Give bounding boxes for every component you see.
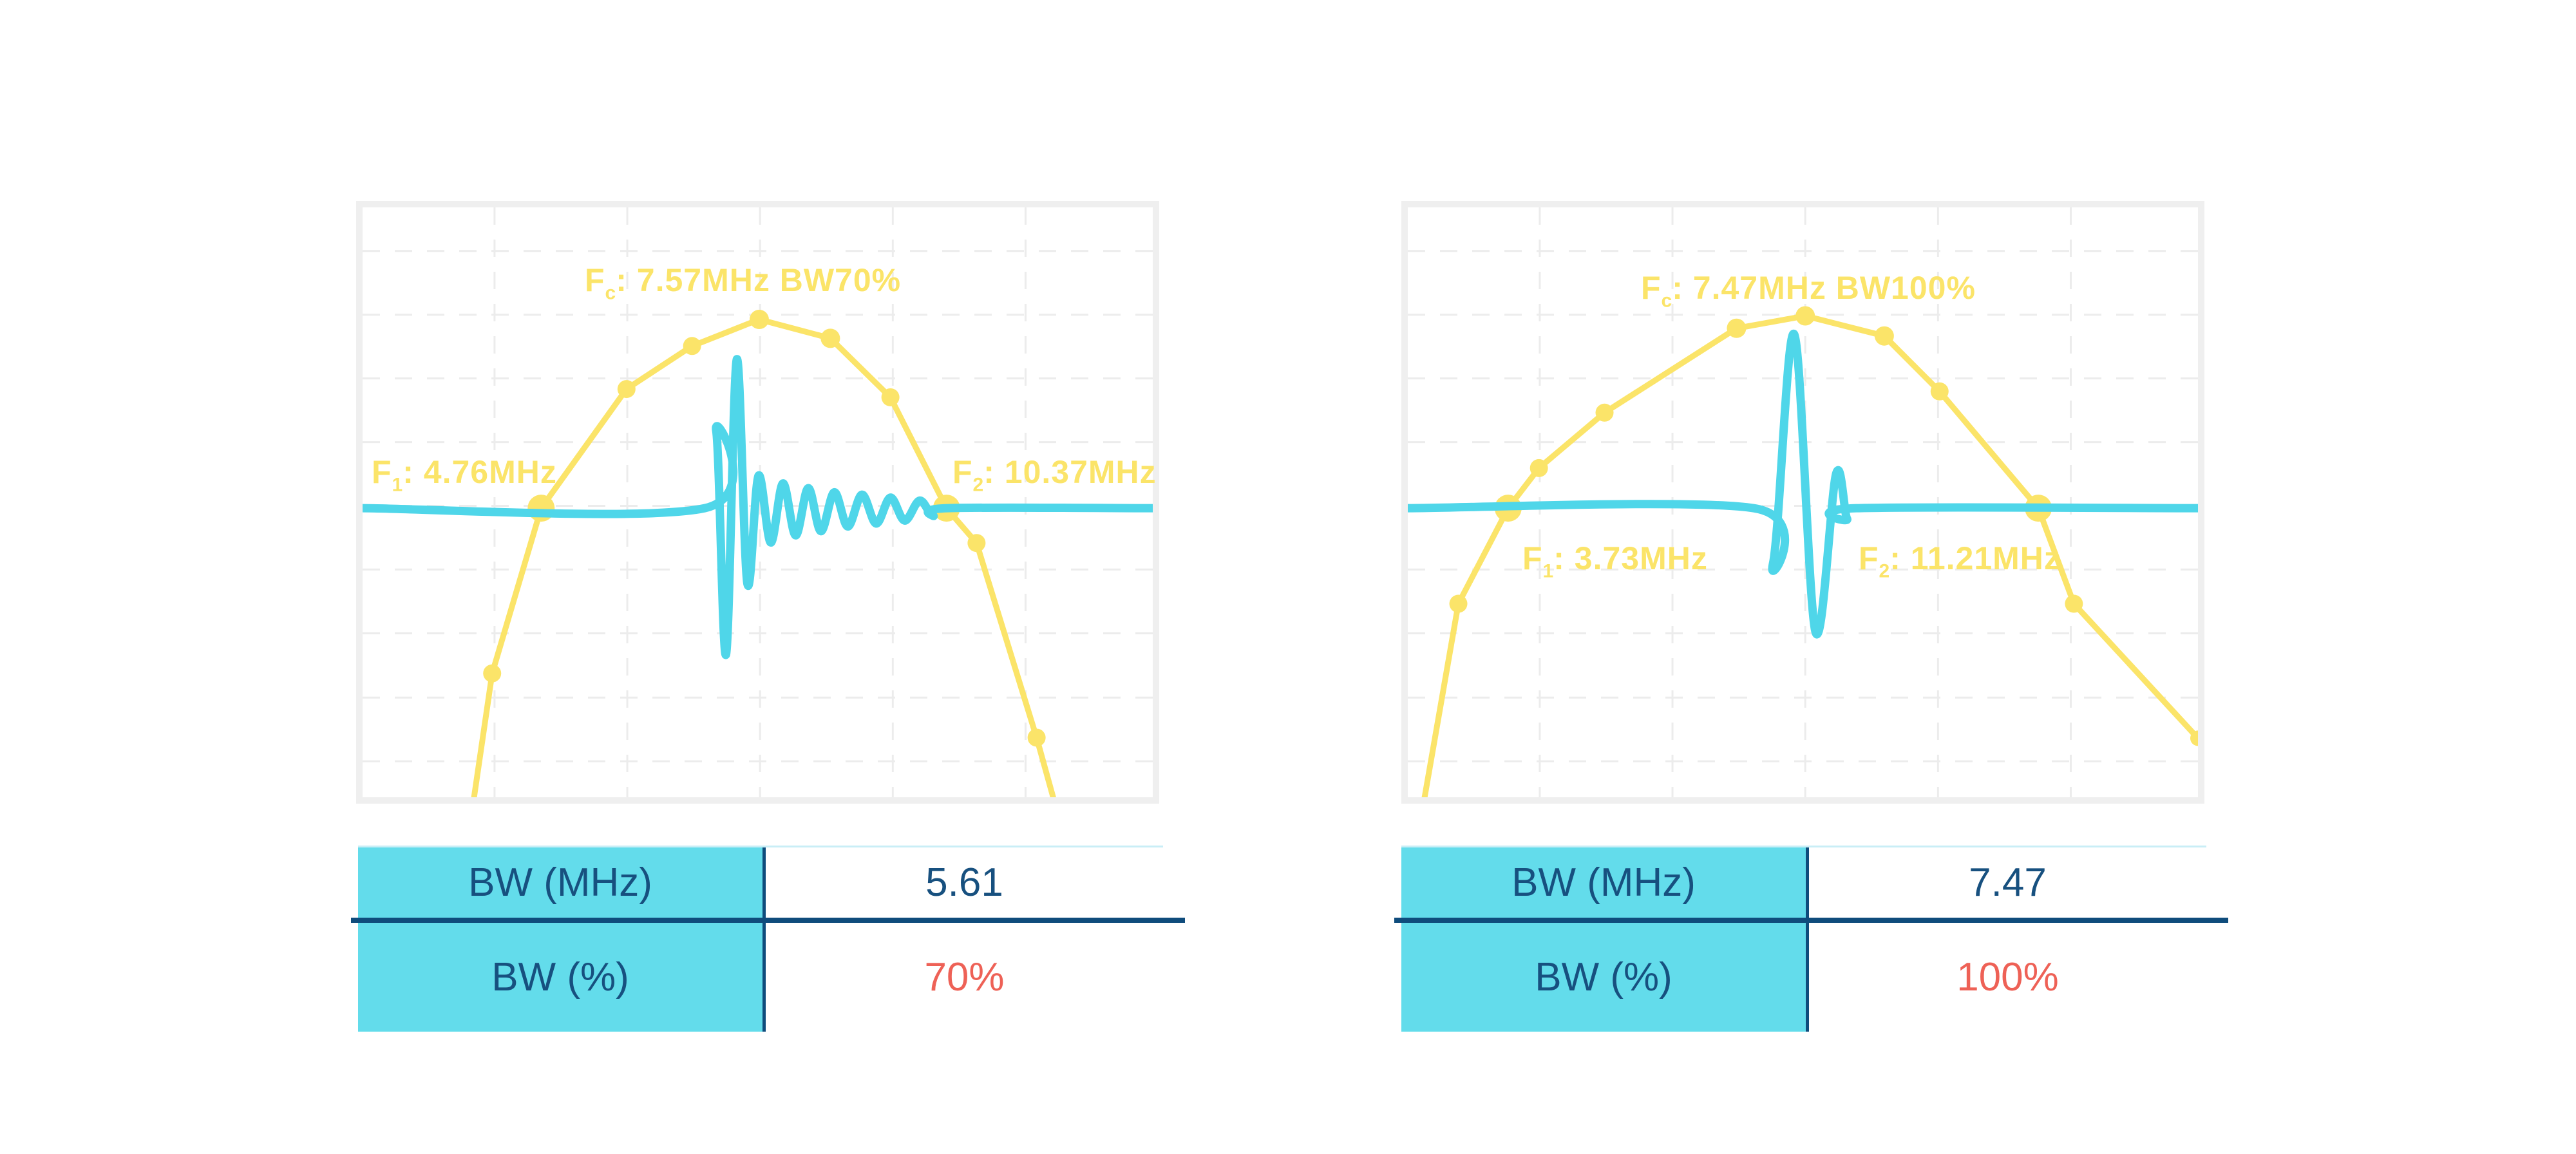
table-row-divider-line <box>351 918 1185 923</box>
f-label: F <box>1522 540 1543 576</box>
table-header-column <box>1401 847 1807 1032</box>
table-row-divider-line <box>1394 918 2228 923</box>
f-subscript: c <box>605 282 616 304</box>
frequency-spectrum-marker <box>1795 306 1815 326</box>
frequency-spectrum-marker <box>683 337 701 355</box>
bw-pct-label-cell: BW (%) <box>1401 923 1806 1032</box>
frequency-spectrum-marker <box>1530 459 1548 477</box>
bandwidth-table-bw70: BW (MHz) 5.61 BW (%) 70% <box>351 846 1185 1034</box>
spectrum-chart-svg-bw70 <box>363 207 1153 797</box>
bw-pct-value: 70% <box>924 954 1005 999</box>
bw-mhz-label-cell: BW (MHz) <box>358 847 762 918</box>
bw-mhz-value-cell: 5.61 <box>766 847 1163 918</box>
frequency-spectrum-marker <box>967 534 986 553</box>
f-label: F <box>1641 270 1662 306</box>
f1-value-text: : 3.73MHz <box>1553 540 1708 576</box>
f-subscript: 1 <box>1542 560 1554 582</box>
f2-value-text: : 10.37MHz <box>983 454 1157 490</box>
f-subscript: c <box>1661 290 1672 312</box>
bw-mhz-label-cell: BW (MHz) <box>1401 847 1806 918</box>
bw-mhz-value: 7.47 <box>1969 860 2047 905</box>
frequency-spectrum-marker <box>1449 594 1468 613</box>
f-label: F <box>585 262 605 298</box>
frequency-spectrum-marker <box>881 388 900 406</box>
f-subscript: 2 <box>1879 560 1890 582</box>
f-label: F <box>372 454 392 490</box>
spectrum-chart-svg-bw100 <box>1408 207 2198 797</box>
bw-mhz-value: 5.61 <box>925 860 1003 905</box>
frequency-spectrum-marker <box>1874 326 1894 346</box>
f2-annotation: F2: 11.21MHz <box>1859 542 2061 582</box>
frequency-spectrum-marker <box>1595 403 1614 422</box>
table-header-column <box>358 847 764 1032</box>
f1-value-text: : 4.76MHz <box>402 454 557 490</box>
bw-pct-label: BW (%) <box>491 954 629 999</box>
bw-mhz-label: BW (MHz) <box>468 860 652 905</box>
frequency-spectrum-marker <box>2065 594 2083 613</box>
table-column-divider-line <box>1806 847 1809 1032</box>
frequency-spectrum-marker <box>617 380 636 399</box>
f-subscript: 1 <box>392 474 403 496</box>
fc-value-text: : 7.57MHz BW70% <box>616 262 902 298</box>
bw-pct-value-cell: 70% <box>766 923 1163 1032</box>
frequency-spectrum-marker <box>1727 318 1747 338</box>
f1-annotation: F1: 4.76MHz <box>372 456 557 495</box>
f-label: F <box>952 454 973 490</box>
frequency-spectrum-line <box>1421 313 2198 797</box>
chart-panel-bw100: Fc: 7.47MHz BW100% F1: 3.73MHz F2: 11.21… <box>1401 201 2204 804</box>
table-top-line <box>1401 846 2206 847</box>
frequency-spectrum-marker <box>749 310 769 330</box>
table-column-divider-line <box>762 847 766 1032</box>
fc-annotation: Fc: 7.47MHz BW100% <box>1641 272 1976 311</box>
bw-mhz-value-cell: 7.47 <box>1809 847 2206 918</box>
f1-annotation: F1: 3.73MHz <box>1522 542 1708 582</box>
frequency-spectrum-marker <box>2190 730 2198 746</box>
frequency-spectrum-marker <box>527 495 555 522</box>
frequency-spectrum-marker <box>1027 728 1046 747</box>
frequency-spectrum-line <box>471 316 1056 797</box>
frequency-spectrum-marker <box>820 328 840 348</box>
pulse-echo-waveform-line <box>1408 330 2198 639</box>
bw-pct-value-cell: 100% <box>1809 923 2206 1032</box>
fc-annotation: Fc: 7.57MHz BW70% <box>585 264 901 303</box>
fc-value-text: : 7.47MHz BW100% <box>1672 270 1976 306</box>
f-subscript: 2 <box>972 474 984 496</box>
bandwidth-table-bw100: BW (MHz) 7.47 BW (%) 100% <box>1394 846 2228 1034</box>
table-top-line <box>358 846 1163 847</box>
bw-mhz-label: BW (MHz) <box>1511 860 1696 905</box>
frequency-spectrum-marker <box>483 664 502 683</box>
bw-pct-label: BW (%) <box>1535 954 1672 999</box>
bw-pct-value: 100% <box>1956 954 2059 999</box>
f2-value-text: : 11.21MHz <box>1889 540 2061 576</box>
f2-annotation: F2: 10.37MHz <box>952 456 1157 495</box>
bw-pct-label-cell: BW (%) <box>358 923 762 1032</box>
chart-panel-bw70: Fc: 7.57MHz BW70% F1: 4.76MHz F2: 10.37M… <box>356 201 1159 804</box>
frequency-spectrum-marker <box>1930 382 1949 401</box>
f-label: F <box>1859 540 1879 576</box>
pulse-echo-waveform-line <box>363 355 1153 659</box>
